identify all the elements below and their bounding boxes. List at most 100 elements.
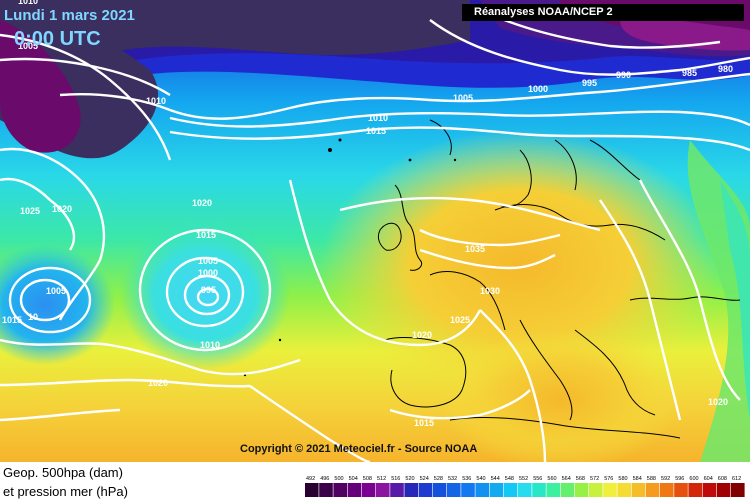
scale-swatch: [432, 483, 447, 497]
scale-swatch: [617, 483, 631, 497]
svg-text:1015: 1015: [366, 126, 386, 136]
svg-text:1000: 1000: [528, 84, 548, 94]
map-time: 0:00 UTC: [14, 28, 101, 50]
scale-label: 504: [349, 476, 358, 482]
svg-text:1010: 1010: [368, 113, 388, 123]
scale-label: 612: [732, 476, 741, 482]
source-banner: Réanalyses NOAA/NCEP 2: [462, 4, 744, 21]
scale-label: 576: [604, 476, 613, 482]
isobars: [0, 3, 750, 462]
geopotential-field: 1010 1005 1010 1005 1000 995 990 985 980…: [0, 0, 750, 462]
scale-swatch: [560, 483, 575, 497]
svg-text:1005: 1005: [198, 256, 218, 266]
scale-swatch: [489, 483, 504, 497]
scale-label: 580: [618, 476, 627, 482]
svg-text:995: 995: [582, 78, 597, 88]
svg-text:995: 995: [201, 285, 216, 295]
scale-label: 516: [391, 476, 400, 482]
scale-label: 524: [420, 476, 429, 482]
svg-text:1010: 1010: [18, 0, 38, 6]
svg-text:1005: 1005: [453, 93, 473, 103]
scale-label: 592: [661, 476, 670, 482]
scale-label: 600: [689, 476, 698, 482]
scale-label: 588: [647, 476, 656, 482]
legend-title-geopotential: Geop. 500hpa (dam): [3, 465, 123, 480]
scale-label: 548: [505, 476, 514, 482]
svg-text:1020: 1020: [708, 397, 728, 407]
scale-swatch: [305, 483, 319, 497]
scale-swatch: [716, 483, 731, 497]
svg-text:1005: 1005: [18, 41, 38, 51]
scale-swatch: [376, 483, 390, 497]
scale-swatch: [645, 483, 660, 497]
scale-swatch: [702, 483, 717, 497]
scale-label: 568: [576, 476, 585, 482]
svg-text:990: 990: [616, 70, 631, 80]
scale-swatch: [574, 483, 589, 497]
scale-label: 604: [704, 476, 713, 482]
svg-text:1015: 1015: [196, 230, 216, 240]
scale-swatch: [546, 483, 560, 497]
scale-label: 520: [405, 476, 414, 482]
scale-label: 492: [306, 476, 315, 482]
svg-text:1035: 1035: [465, 244, 485, 254]
svg-text:1020: 1020: [192, 198, 212, 208]
scale-swatch: [532, 483, 546, 497]
scale-label: 508: [363, 476, 372, 482]
scale-swatch: [631, 483, 646, 497]
scale-swatch: [404, 483, 418, 497]
color-scale: 492 496 500 504 508 512 516 520 524 528 532 536 540 5…: [305, 476, 745, 497]
svg-text:1020: 1020: [412, 330, 432, 340]
scale-label: 584: [633, 476, 642, 482]
scale-label: 540: [476, 476, 485, 482]
scale-swatch: [390, 483, 404, 497]
scale-swatch: [361, 483, 376, 497]
scale-label: 556: [533, 476, 542, 482]
svg-text:1015: 1015: [414, 418, 434, 428]
scale-label: 500: [334, 476, 343, 482]
scale-swatch: [688, 483, 702, 497]
coastlines: [377, 119, 741, 439]
scale-label: 536: [462, 476, 471, 482]
svg-text:1000: 1000: [198, 268, 218, 278]
scale-swatch: [319, 483, 333, 497]
scale-swatch: [447, 483, 461, 497]
scale-label: 572: [590, 476, 599, 482]
scale-label: 564: [562, 476, 571, 482]
scale-label: 608: [718, 476, 727, 482]
copyright-notice: Copyright © 2021 Meteociel.fr - Source N…: [240, 443, 478, 455]
scale-swatch: [503, 483, 518, 497]
legend-title-pressure: et pression mer (hPa): [3, 484, 128, 499]
scale-swatch: [589, 483, 603, 497]
scale-swatch: [418, 483, 433, 497]
scale-label: 528: [434, 476, 443, 482]
scale-label: 560: [547, 476, 556, 482]
map-date: Lundi 1 mars 2021: [4, 7, 135, 24]
svg-text:1005: 1005: [46, 286, 66, 296]
scale-label: 596: [675, 476, 684, 482]
svg-text:1025: 1025: [450, 315, 470, 325]
svg-text:1020: 1020: [148, 378, 168, 388]
scale-swatch: [660, 483, 674, 497]
scale-swatch: [347, 483, 362, 497]
weather-map: 1010 1005 1010 1005 1000 995 990 985 980…: [0, 0, 750, 462]
svg-text:1025: 1025: [20, 206, 40, 216]
scale-swatch: [731, 483, 745, 497]
scale-label: 512: [377, 476, 386, 482]
scale-label: 532: [448, 476, 457, 482]
scale-label: 552: [519, 476, 528, 482]
scale-swatch: [475, 483, 489, 497]
svg-text:10: 10: [28, 312, 38, 322]
scale-label: 496: [320, 476, 329, 482]
scale-label: 544: [491, 476, 500, 482]
svg-text:1015: 1015: [2, 315, 22, 325]
svg-text:980: 980: [718, 64, 733, 74]
svg-text:1010: 1010: [146, 96, 166, 106]
svg-text:1020: 1020: [52, 204, 72, 214]
scale-swatch: [461, 483, 475, 497]
scale-swatch: [603, 483, 617, 497]
svg-text:1010: 1010: [200, 340, 220, 350]
islands: [243, 138, 457, 377]
scale-swatch: [518, 483, 532, 497]
svg-text:985: 985: [682, 68, 697, 78]
